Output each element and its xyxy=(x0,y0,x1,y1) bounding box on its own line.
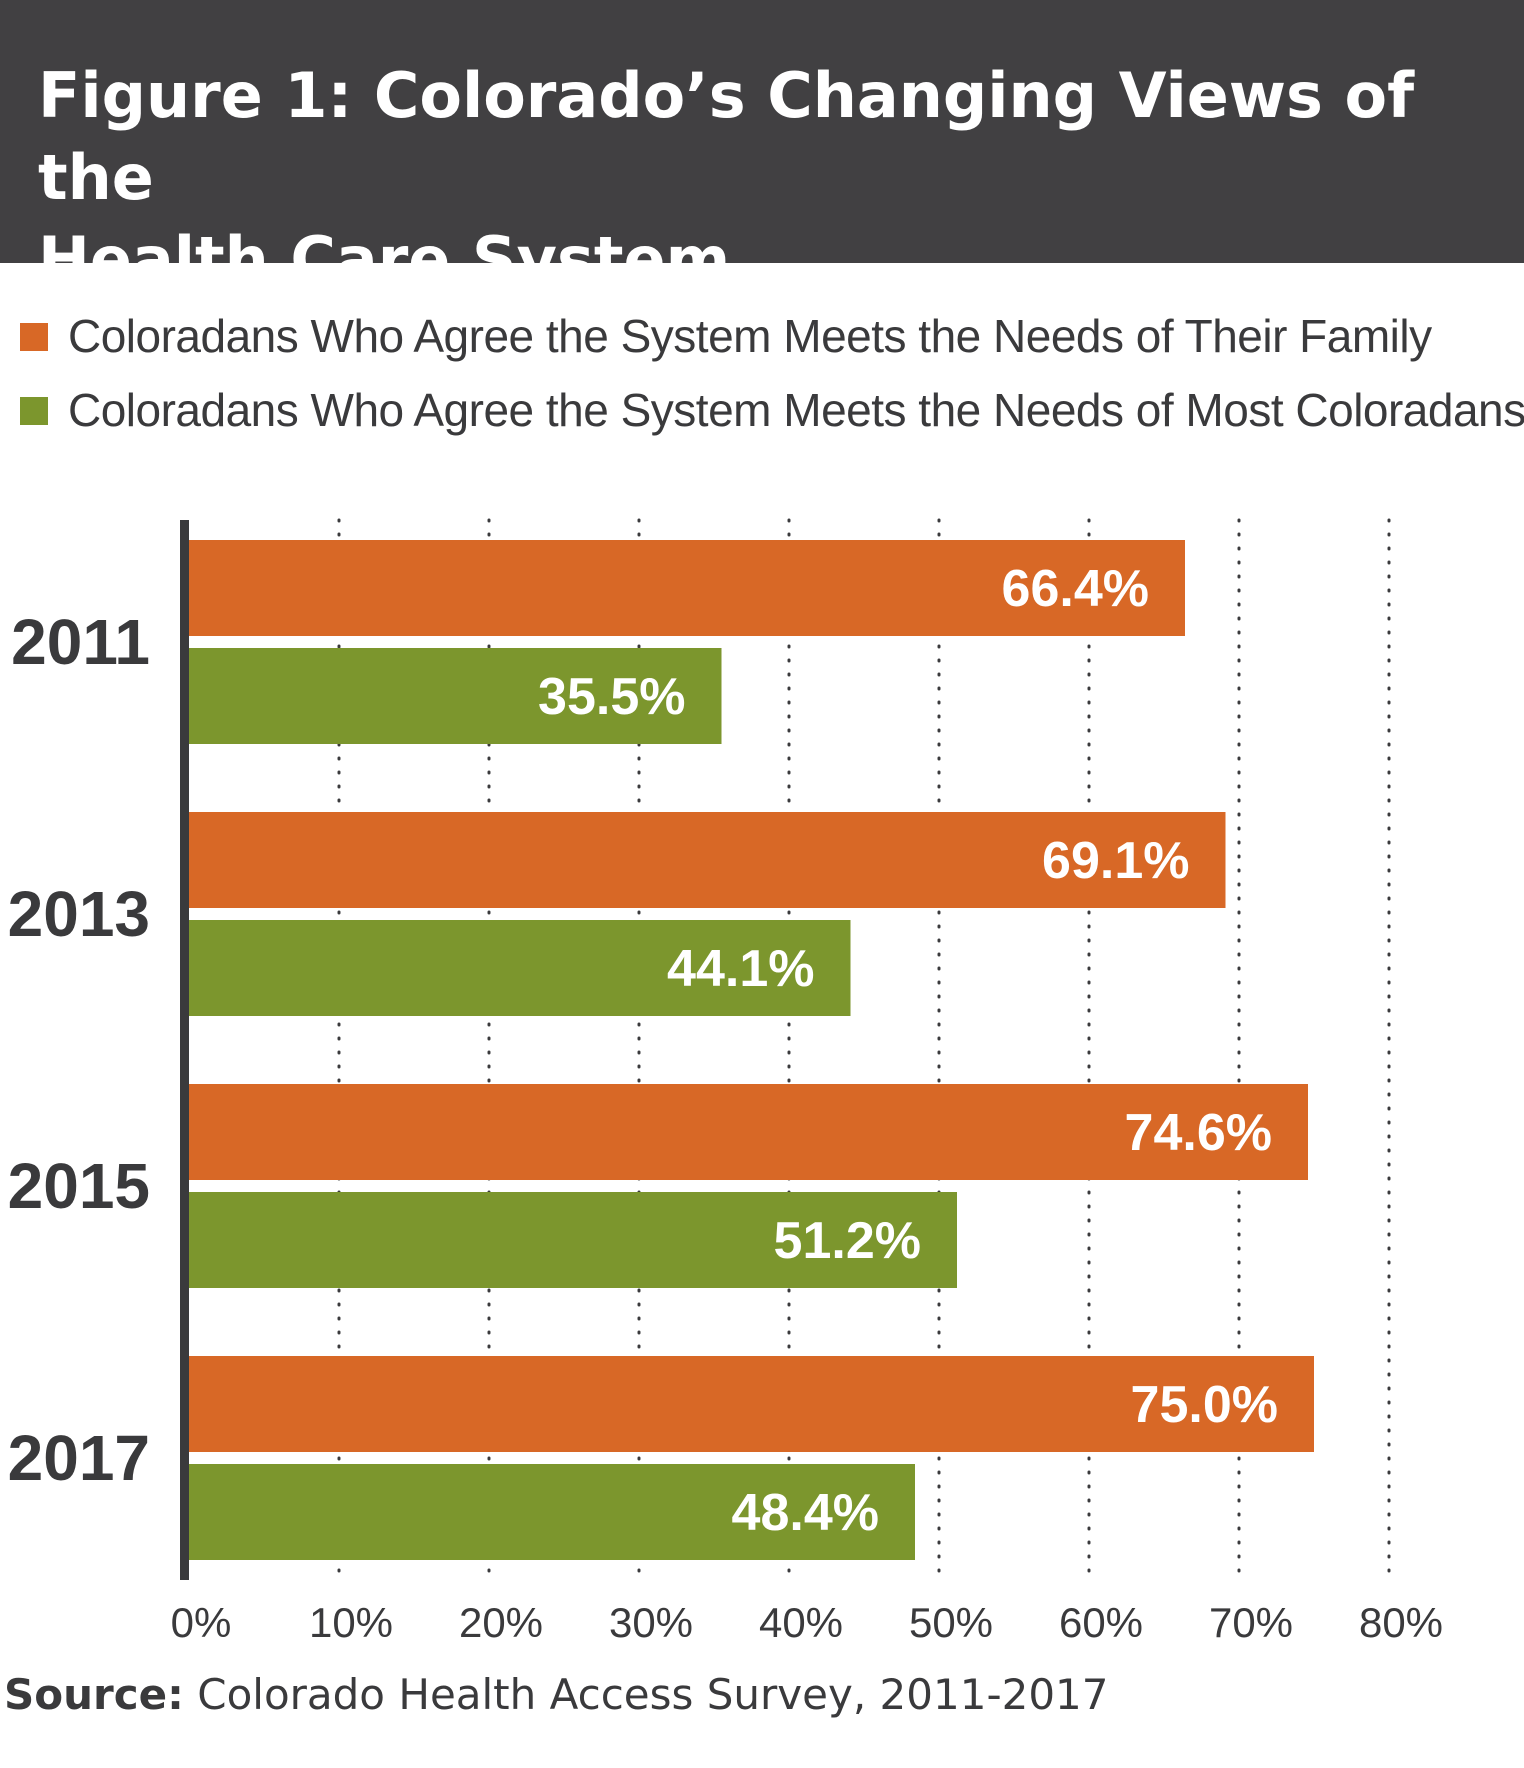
bar xyxy=(189,1464,915,1560)
bar xyxy=(189,1356,1314,1452)
bar xyxy=(189,1192,957,1288)
source-prefix: Source: xyxy=(4,1670,184,1719)
x-tick-label: 0% xyxy=(171,1599,232,1646)
bar xyxy=(189,648,722,744)
bar-chart: 66.4% 35.5% 2011 69.1% 44.1% 2013 74.6% 51.2% 20… xyxy=(8,518,1443,1646)
data-label: 75.0% xyxy=(1131,1376,1278,1434)
legend-label-family: Coloradans Who Agree the System Meets th… xyxy=(68,310,1432,362)
category-label: 2015 xyxy=(8,1150,150,1222)
data-label: 69.1% xyxy=(1042,832,1189,890)
data-label: 48.4% xyxy=(732,1484,879,1542)
data-label: 74.6% xyxy=(1125,1104,1272,1162)
data-label: 51.2% xyxy=(774,1212,921,1270)
source-note: Source: Colorado Health Access Survey, 2… xyxy=(4,1670,1108,1719)
category-label: 2013 xyxy=(8,878,150,950)
bar xyxy=(189,812,1226,908)
bar xyxy=(189,540,1185,636)
x-tick-label: 30% xyxy=(609,1599,693,1646)
x-tick-label: 20% xyxy=(459,1599,543,1646)
legend-swatch-most-coloradans xyxy=(20,397,48,425)
category-label: 2017 xyxy=(8,1422,150,1494)
x-tick-label: 10% xyxy=(309,1599,393,1646)
x-tick-label: 50% xyxy=(909,1599,993,1646)
bar xyxy=(189,1084,1308,1180)
legend-swatch-family xyxy=(20,323,48,351)
x-tick-label: 70% xyxy=(1209,1599,1293,1646)
source-text: Colorado Health Access Survey, 2011-2017 xyxy=(183,1670,1109,1719)
x-tick-label: 40% xyxy=(759,1599,843,1646)
legend-label-most-coloradans: Coloradans Who Agree the System Meets th… xyxy=(68,384,1524,436)
y-axis-line xyxy=(180,520,189,1580)
x-tick-label: 60% xyxy=(1059,1599,1143,1646)
chart-title: Figure 1: Colorado’s Changing Views of t… xyxy=(38,55,1498,301)
bar xyxy=(189,920,851,1016)
data-label: 44.1% xyxy=(667,940,814,998)
chart-title-line-1: Figure 1: Colorado’s Changing Views of t… xyxy=(38,59,1415,214)
category-label: 2011 xyxy=(11,606,150,678)
data-label: 66.4% xyxy=(1002,560,1149,618)
x-tick-label: 80% xyxy=(1359,1599,1443,1646)
chart-title-line-2: Health Care System xyxy=(38,223,731,296)
title-band: Figure 1: Colorado’s Changing Views of t… xyxy=(0,0,1524,296)
data-label: 35.5% xyxy=(538,668,685,726)
